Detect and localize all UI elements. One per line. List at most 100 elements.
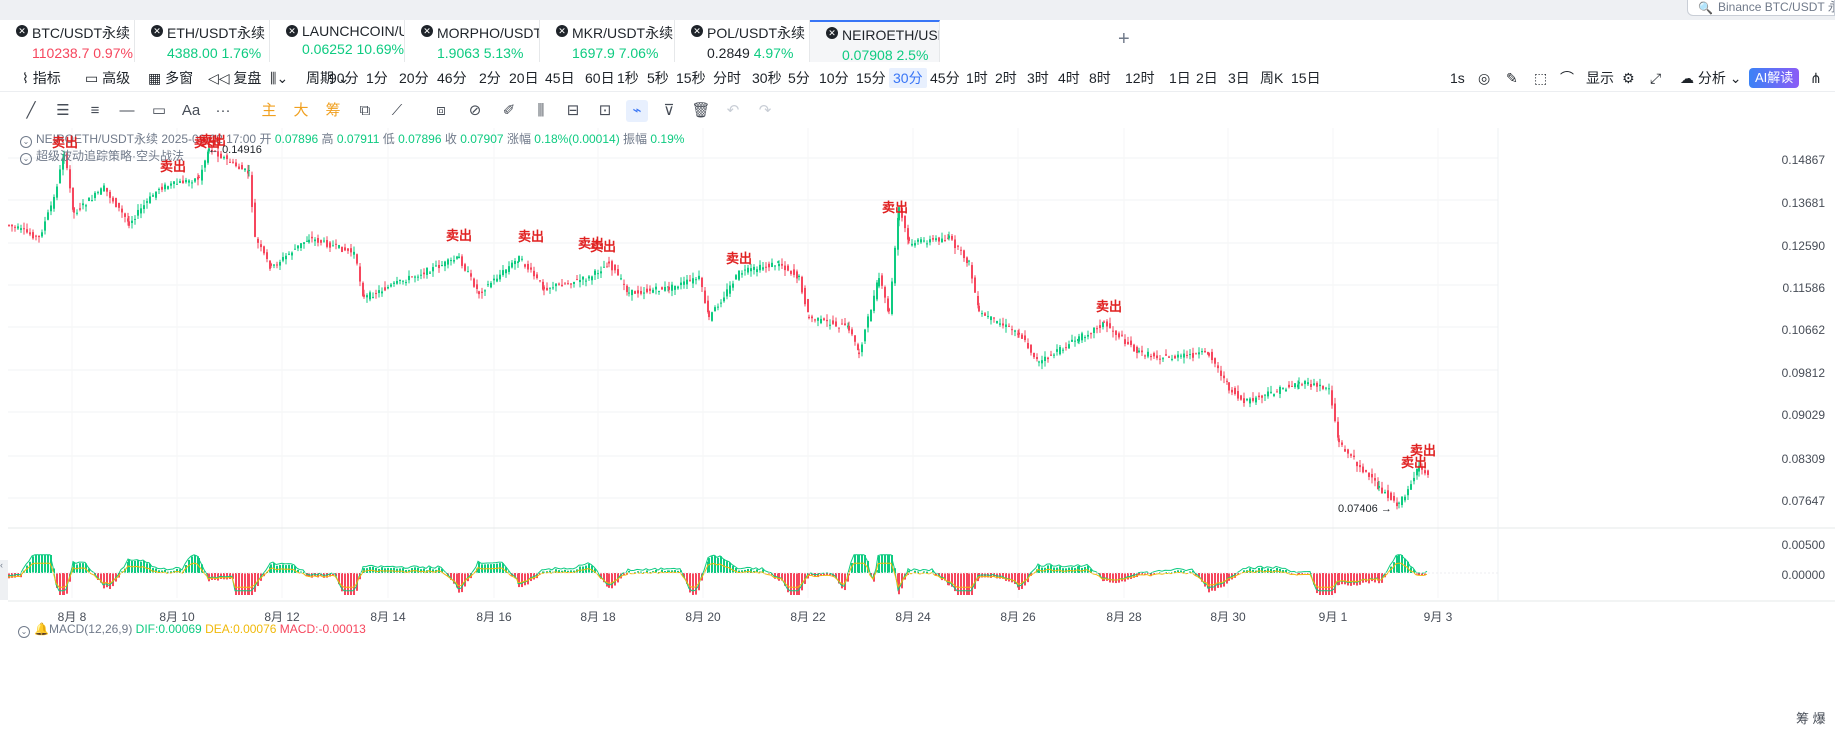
delete-icon[interactable]: 🗑 (691, 102, 711, 119)
advanced-button[interactable]: ▭ 高级 (85, 70, 131, 86)
pen-icon[interactable]: ✎ (1506, 70, 1518, 86)
indicator-button[interactable]: ⌇ 指标 (22, 70, 61, 86)
replay-button[interactable]: ◁◁ 复盘 (208, 70, 262, 86)
redo-icon[interactable]: ↷ (758, 102, 772, 119)
magnet-icon[interactable]: ⌒ (1560, 70, 1574, 86)
period-dropdown[interactable]: 周期 ⌄ (306, 70, 350, 86)
sell-signal-label: 卖出 (1096, 299, 1123, 314)
main-indicator-button[interactable]: 主 (261, 102, 277, 119)
ohlc-item: 涨幅 0.18%(0.00014) (506, 132, 620, 146)
period-option[interactable]: 45分 (930, 70, 960, 86)
period-option[interactable]: 10分 (819, 70, 849, 86)
period-option[interactable]: 12时 (1125, 70, 1155, 86)
period-option[interactable]: 1时 (966, 70, 988, 86)
compare-icon[interactable]: ⫼ (537, 102, 545, 119)
period-option[interactable]: 45日 (545, 70, 575, 86)
line-tool-icon[interactable]: ╱ (26, 102, 36, 119)
symbol-tab[interactable]: ✕ BTC/USDT永续 110238.7 0.97% (0, 20, 135, 62)
chart-canvas[interactable] (8, 128, 1835, 734)
rectangle-icon[interactable]: ▭ (151, 102, 167, 119)
period-option[interactable]: 4时 (1058, 70, 1080, 86)
camera-icon[interactable]: ◎ (1478, 70, 1491, 86)
period-option[interactable]: 3日 (1228, 70, 1250, 86)
filter-icon[interactable]: ⊽ (663, 102, 675, 119)
symbol-search[interactable]: 🔍 Binance BTC/USDT 永 (1687, 0, 1835, 16)
close-tab-icon[interactable]: ✕ (556, 25, 568, 37)
collapse-left-icon[interactable]: ‹ (0, 560, 8, 600)
symbol-tab[interactable]: ✕ POL/USDT永续 0.2849 4.97% (675, 20, 810, 62)
close-tab-icon[interactable]: ✕ (826, 27, 838, 39)
symbol-tab[interactable]: ✕ MKR/USDT永续 1697.9 7.06% (540, 20, 675, 62)
more-tools-icon[interactable]: ··· (215, 102, 231, 119)
sell-signal-label: 卖出 (1401, 455, 1428, 470)
period-option[interactable]: 90分 (329, 70, 359, 86)
fullscreen-icon[interactable]: ⤢ (1650, 70, 1662, 86)
period-option[interactable]: 1秒 (617, 70, 639, 86)
period-option[interactable]: 1分 (366, 70, 388, 86)
display-button[interactable]: 显示 (1586, 70, 1614, 86)
chips-indicator-button[interactable]: 筹 (325, 102, 341, 119)
stack-icon[interactable]: ⧈ (436, 102, 446, 119)
symbol-tab[interactable]: ✕ MORPHO/USDT永续 1.9063 5.13% (405, 20, 540, 62)
price-chart[interactable]: ⌄ NEIROETH/USDT永续 2025-09-02 17:00 开 0.07… (8, 128, 1835, 734)
share-icon[interactable]: ⋔ (1810, 70, 1822, 86)
collapse-icon[interactable]: ⌄ (20, 136, 32, 148)
add-tab-button[interactable]: + (1118, 28, 1130, 50)
period-option[interactable]: 15日 (1291, 70, 1321, 86)
period-option[interactable]: 周K (1260, 70, 1284, 86)
period-option[interactable]: 20日 (509, 70, 539, 86)
collapse-icon[interactable]: ⌄ (18, 626, 30, 638)
undo-icon[interactable]: ↶ (726, 102, 740, 119)
analysis-button[interactable]: ☁ 分析 ⌄ (1680, 70, 1742, 86)
period-option[interactable]: 46分 (437, 70, 467, 86)
symbol-tab[interactable]: ✕ LAUNCHCOIN/USDT 0.06252 10.69% (270, 20, 405, 62)
ai-interpret-button[interactable]: AI解读 (1749, 68, 1800, 88)
period-option[interactable]: 2分 (479, 70, 501, 86)
parallel-lines-icon[interactable]: ☰ (56, 102, 70, 119)
text-tool-icon[interactable]: Aa (181, 102, 201, 119)
ruler-icon[interactable]: ⊘ (468, 102, 482, 119)
period-option[interactable]: 5秒 (647, 70, 669, 86)
big-indicator-button[interactable]: 大 (293, 102, 309, 119)
interval-1s[interactable]: 1s (1450, 70, 1465, 86)
close-tab-icon[interactable]: ✕ (421, 25, 433, 37)
calendar-icon: ▭ (85, 70, 99, 86)
lock-icon[interactable]: ⊟ (566, 102, 580, 119)
period-option[interactable]: 15分 (856, 70, 886, 86)
period-option[interactable]: 15秒 (676, 70, 706, 86)
settings-icon[interactable]: ⚙ (1622, 70, 1635, 86)
edit-icon[interactable]: ✐ (502, 102, 516, 119)
collapse-icon[interactable]: ⌄ (20, 153, 32, 165)
channel-icon[interactable]: ≡ (90, 102, 100, 119)
period-option[interactable]: 分时 (713, 70, 741, 86)
symbol-tab[interactable]: ✕ ETH/USDT永续 4388.00 1.76% (135, 20, 270, 62)
period-option[interactable]: 8时 (1089, 70, 1111, 86)
tab-quote: 1697.9 7.06% (572, 45, 674, 61)
multi-window-button[interactable]: ▦ 多窗 (148, 70, 194, 86)
snapshot-icon[interactable]: ⊡ (598, 102, 612, 119)
magnet-mode-icon[interactable]: ⌁ (626, 100, 648, 122)
close-tab-icon[interactable]: ✕ (151, 25, 163, 37)
period-option[interactable]: 3时 (1027, 70, 1049, 86)
period-option[interactable]: 60日 (585, 70, 615, 86)
tab-symbol: NEIROETH/USDT永 (842, 27, 939, 43)
period-option[interactable]: 30秒 (752, 70, 782, 86)
close-tab-icon[interactable]: ✕ (286, 25, 298, 37)
close-tab-icon[interactable]: ✕ (16, 25, 28, 37)
copy-icon[interactable]: ⧉ (359, 102, 371, 119)
period-option[interactable]: 30分 (889, 68, 927, 88)
sell-signal-label: 卖出 (446, 228, 473, 243)
close-tab-icon[interactable]: ✕ (691, 25, 703, 37)
horizontal-line-icon[interactable]: — (119, 102, 135, 119)
period-option[interactable]: 2日 (1196, 70, 1218, 86)
time-axis-label: 9月 1 (1318, 610, 1348, 624)
period-option[interactable]: 5分 (788, 70, 810, 86)
symbol-tab[interactable]: ✕ NEIROETH/USDT永 0.07908 2.5% (810, 20, 940, 63)
layout-icon[interactable]: ⬚ (1534, 70, 1548, 86)
bottom-right-buttons[interactable]: 筹 爆 (1796, 711, 1826, 726)
chart-type-button[interactable]: ⫼⌄ (270, 68, 288, 88)
period-option[interactable]: 20分 (399, 70, 429, 86)
period-option[interactable]: 1日 (1169, 70, 1191, 86)
brush-icon[interactable]: ⟋ (391, 102, 403, 119)
period-option[interactable]: 2时 (995, 70, 1017, 86)
